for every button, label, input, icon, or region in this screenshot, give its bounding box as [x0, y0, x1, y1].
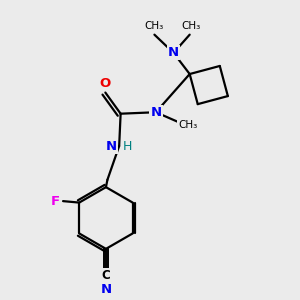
Text: O: O: [99, 77, 110, 90]
Text: CH₃: CH₃: [182, 21, 201, 32]
Text: N: N: [150, 106, 161, 119]
Text: F: F: [51, 195, 60, 208]
Text: CH₃: CH₃: [178, 121, 197, 130]
Text: N: N: [168, 46, 179, 59]
Text: N: N: [105, 140, 116, 152]
Text: H: H: [123, 140, 132, 152]
Text: CH₃: CH₃: [144, 21, 164, 32]
Text: N: N: [100, 283, 112, 296]
Text: C: C: [102, 269, 110, 282]
